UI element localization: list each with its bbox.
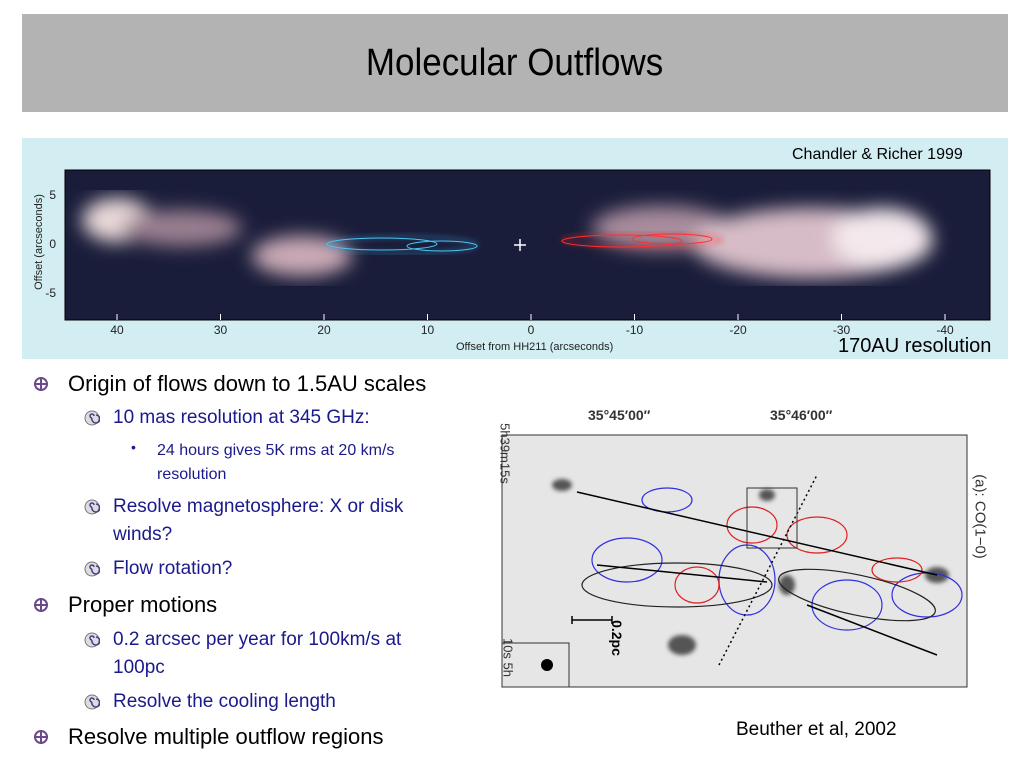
dec-tick-label: 5h39m15s	[497, 423, 513, 484]
bullet-text: 10 mas resolution at 345 GHz:	[113, 407, 370, 428]
bullet-text: 24 hours gives 5K rms at 20 km/s resolut…	[157, 442, 395, 483]
scale-bar-label: 0.2pc	[609, 620, 625, 656]
bullet-icon	[84, 632, 101, 653]
bullet-icon	[33, 597, 49, 618]
image-credit: Beuther et al, 2002	[736, 719, 897, 740]
bullet-icon	[33, 729, 49, 750]
dec-tick-label: 10s 5h	[500, 637, 516, 678]
bullet-icon	[84, 561, 101, 582]
image-credit: Chandler & Richer 1999	[792, 146, 963, 163]
x-tick-label: -40	[936, 323, 954, 337]
y-axis-label: Offset (arcseconds)	[33, 194, 45, 290]
bullet-text: Resolve multiple outflow regions	[68, 724, 384, 749]
x-tick-label: 10	[421, 323, 435, 337]
x-tick-label: -30	[833, 323, 851, 337]
co-map-image	[497, 400, 977, 692]
bullet-icon	[84, 410, 101, 431]
x-tick-label: -20	[729, 323, 747, 337]
y-tick-label: 0	[49, 237, 56, 251]
bullet-text: Proper motions	[68, 592, 218, 617]
panel-label: (a): CO(1−0)	[971, 474, 989, 559]
bullet-text: 0.2 arcsec per year for 100km/s at 100pc	[113, 629, 402, 678]
x-tick-label: 20	[317, 323, 331, 337]
bullet-icon: •	[131, 439, 136, 455]
x-tick-label: 40	[110, 323, 124, 337]
slide-title: Molecular Outflows	[366, 41, 664, 84]
title-bar: Molecular Outflows	[22, 14, 1008, 112]
bullet-text: Flow rotation?	[113, 558, 233, 579]
bullet-text: Resolve magnetosphere: X or disk winds?	[113, 496, 404, 545]
y-tick-label: -5	[45, 286, 56, 300]
bullet-text: Origin of flows down to 1.5AU scales	[68, 371, 427, 396]
bullet-icon	[84, 499, 101, 520]
outflow-image: 40 30 20 10 0 -10 -20 -30 -40 5 0 -5	[22, 138, 1008, 359]
x-tick-label: -10	[626, 323, 644, 337]
bullet-icon	[33, 376, 49, 397]
x-tick-label: 30	[214, 323, 228, 337]
y-tick-label: 5	[49, 188, 56, 202]
x-tick-label: 0	[528, 323, 535, 337]
bullet-icon	[84, 694, 101, 715]
ra-tick-label: 35°45′00″	[588, 407, 651, 423]
x-axis-label: Offset from HH211 (arcseconds)	[456, 341, 614, 353]
image-caption: 170AU resolution	[838, 335, 992, 357]
bullet-text: Resolve the cooling length	[113, 691, 336, 712]
ra-tick-label: 35°46′00″	[770, 407, 833, 423]
